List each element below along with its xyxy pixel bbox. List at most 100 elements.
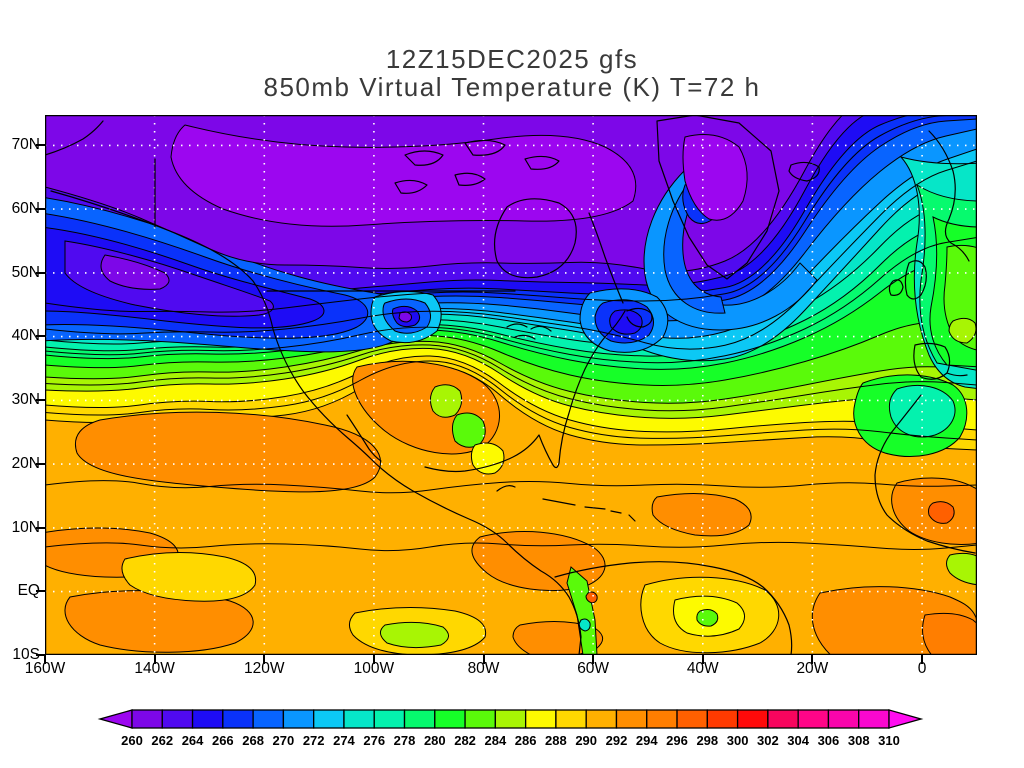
warm-blob-mid-atlantic — [651, 492, 752, 537]
colorbar-segment-302-304 — [767, 709, 799, 729]
colorbar — [97, 709, 924, 729]
colorbar-segment-306-308 — [827, 709, 860, 729]
coast-iceland — [788, 161, 820, 182]
coast-hudson-bay — [494, 198, 577, 279]
coast-siberia — [45, 120, 104, 156]
colorbar-tick-label: 306 — [817, 733, 840, 748]
colorbar-tick-label: 302 — [757, 733, 779, 748]
coast-south-america-north — [554, 561, 793, 655]
colorbar-tick-label: 270 — [272, 733, 295, 748]
colorbar-tick-label: 272 — [302, 733, 325, 748]
x-axis-tick-mark — [153, 655, 156, 664]
colorbar-tick-label: 264 — [181, 733, 204, 748]
contour-285 — [45, 344, 977, 412]
x-axis-tick-mark — [372, 655, 375, 664]
plot-title-variable: 850mb Virtual Temperature (K) T=72 h — [263, 72, 761, 102]
contour-267 — [45, 115, 977, 313]
green-patch-equator-pacific — [380, 621, 449, 649]
warm-blob-pacific — [75, 411, 381, 493]
colorbar-segment-260-262 — [131, 709, 163, 729]
warm-spot-bottom-right-core — [922, 612, 977, 655]
colorbar-segment-288-290 — [555, 709, 587, 729]
coast-caribbean-islands — [496, 485, 636, 522]
band-pacific-purple-spot — [100, 254, 170, 290]
pacific-cold-region — [45, 197, 408, 353]
colorbar-segment-292-294 — [615, 709, 648, 729]
colorbar-segment-266-268 — [222, 709, 254, 729]
x-axis-tick-mark — [44, 655, 46, 664]
temperature-map — [45, 115, 977, 655]
y-axis-tick-label: EQ — [17, 582, 40, 600]
colorbar-segment-264-266 — [191, 709, 224, 729]
x-axis-tick-mark — [921, 655, 923, 664]
y-axis-tick-label: 20N — [11, 454, 40, 472]
contour-279 — [45, 237, 977, 364]
colorbar-tick-label: 266 — [211, 733, 234, 748]
coast-scandinavia-europe — [913, 130, 970, 380]
x-axis-tick-mark — [701, 655, 704, 664]
contour-lines — [45, 115, 977, 552]
warm-spot-sahel-core — [928, 501, 955, 524]
coast-africa — [874, 394, 976, 554]
coast-british-isles — [888, 260, 927, 300]
colorbar-tick-label: 276 — [363, 733, 386, 748]
colorbar-segment-262-264 — [161, 709, 194, 729]
x-axis-tick-label: 20W — [796, 660, 829, 677]
colorbar-tick-label: 278 — [393, 733, 416, 748]
coast-gulf-east — [424, 310, 626, 473]
y-axis-tick-mark — [36, 335, 45, 338]
yellow-patch-east-pacific — [121, 551, 257, 602]
terrain-patch-mexico-2 — [451, 412, 486, 448]
colorbar-tick-label: 280 — [423, 733, 446, 748]
rockies-pocket-purple-dot — [398, 311, 412, 323]
x-axis-tick-mark — [592, 655, 595, 664]
y-axis-tick-label: 60N — [11, 199, 40, 217]
coast-newfoundland-labrador — [588, 212, 653, 328]
feature-overlays — [45, 124, 977, 655]
colorbar-segment-280-282 — [434, 709, 466, 729]
greenland-violet-core — [682, 134, 748, 221]
y-axis-tick-label: 10S — [12, 646, 40, 663]
colorbar-tick-label: 304 — [787, 733, 809, 748]
x-axis-tick-label: 60W — [577, 660, 610, 677]
y-axis-tick-mark — [36, 526, 45, 529]
y-axis-tick-mark — [36, 590, 45, 593]
colorbar-arrow-above — [888, 709, 924, 729]
colorbar-segment-278-280 — [403, 709, 436, 729]
green-patch-guinea — [946, 552, 977, 586]
colorbar-tick-label: 288 — [545, 733, 567, 748]
terrain-patch-mexico-3 — [470, 442, 505, 475]
colorbar-segment-304-306 — [797, 709, 830, 729]
colorbar-tick-label: 262 — [151, 733, 174, 748]
x-axis-tick-label: 40W — [686, 660, 719, 677]
coast-north-america-west — [50, 190, 582, 655]
colorbar-segment-298-300 — [706, 709, 739, 729]
colorbar-tick-label: 300 — [726, 733, 749, 748]
colorbar-tick-label: 292 — [605, 733, 628, 748]
x-axis-tick-mark — [811, 655, 814, 664]
colorbar-tick-label: 274 — [333, 733, 355, 748]
contour-273 — [45, 160, 977, 350]
colorbar-tick-label: 286 — [514, 733, 537, 748]
iberia-warm-spot — [948, 317, 977, 344]
colorbar-segment-294-296 — [646, 709, 678, 729]
colorbar-arrow-below — [97, 709, 133, 729]
y-axis-tick-mark — [36, 654, 45, 656]
y-axis-tick-label: 40N — [11, 327, 40, 345]
y-axis-tick-mark — [36, 144, 45, 146]
colorbar-segment-272-274 — [313, 709, 345, 729]
y-axis-tick-label: 10N — [11, 518, 40, 536]
colorbar-segment-308-310 — [858, 709, 890, 729]
y-axis-tick-mark — [36, 207, 45, 210]
colorbar-tick-label: 298 — [696, 733, 719, 748]
colorbar-tick-label: 296 — [666, 733, 688, 748]
y-axis-tick-mark — [36, 399, 45, 401]
colorbar-tick-label: 290 — [575, 733, 598, 748]
x-axis-tick-label: 140W — [134, 660, 175, 677]
colorbar-tick-label: 284 — [484, 733, 507, 748]
plot-title-run: 12Z15DEC2025 gfs — [385, 44, 639, 74]
x-axis-tick-label: 120W — [244, 660, 285, 677]
x-axis-tick-label: 160W — [24, 660, 66, 677]
colorbar-segment-296-298 — [676, 709, 708, 729]
